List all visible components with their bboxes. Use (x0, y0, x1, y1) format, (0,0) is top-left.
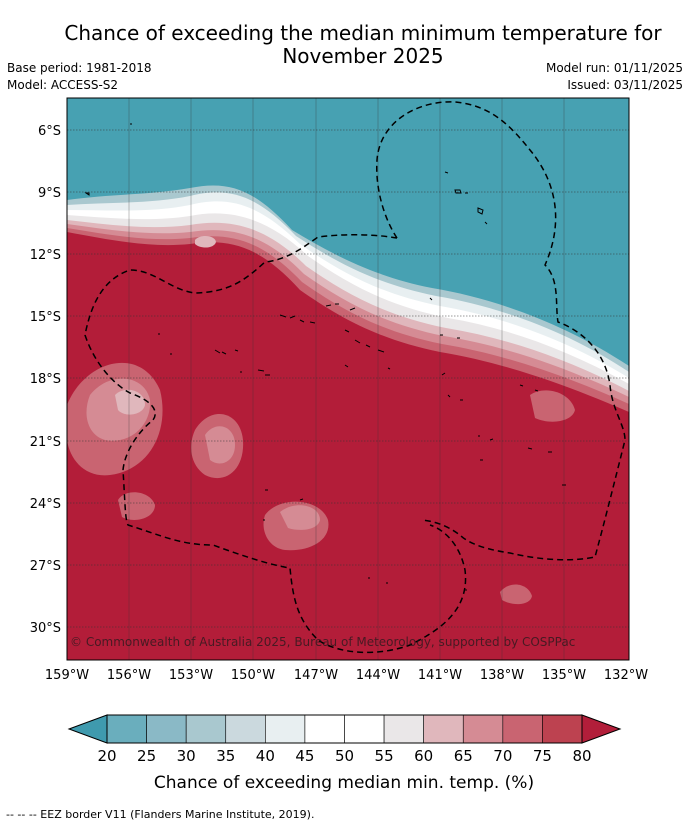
lat-label-30s: 30°S (30, 621, 61, 636)
lon-axis: 159°W 156°W 153°W 150°W 147°W 144°W 141°… (45, 668, 648, 683)
colorbar-tick-55: 55 (375, 747, 394, 765)
eez-footnote: -- -- -- EEZ border V11 (Flanders Marine… (6, 808, 315, 821)
colorbar-tick-40: 40 (256, 747, 275, 765)
colorbar-tick-65: 65 (454, 747, 473, 765)
pale-anomaly-south (263, 501, 329, 551)
colorbar-tick-60: 60 (414, 747, 433, 765)
colorbar-tick-20: 20 (97, 747, 116, 765)
title-line-1: Chance of exceeding the median minimum t… (64, 21, 662, 45)
lat-label-21s: 21°S (30, 435, 61, 450)
colorbar-swatch-75-80 (542, 714, 583, 744)
colorbar: 20 25 30 35 40 45 50 55 60 65 70 75 80 Chance of exc… (67, 714, 622, 793)
lat-label-18s: 18°S (30, 372, 61, 387)
colorbar-swatch-20-25 (106, 714, 147, 744)
model-run: Model run: 01/11/2025 (545, 61, 683, 75)
lon-label-138w: 138°W (480, 668, 524, 683)
colorbar-tick-45: 45 (295, 747, 314, 765)
eez-border-central (84, 234, 467, 654)
map-title: Chance of exceeding the median minimum t… (0, 22, 690, 68)
lon-label-159w: 159°W (45, 668, 89, 683)
colorbar-swatch-70-75 (502, 714, 543, 744)
lon-label-153w: 153°W (169, 668, 213, 683)
lat-label-9s: 9°S (38, 186, 61, 201)
colorbar-tick-75: 75 (533, 747, 552, 765)
title-line-2: November 2025 (282, 44, 444, 68)
pale-anomaly-southwest (118, 492, 155, 520)
colorbar-tick-70: 70 (493, 747, 512, 765)
colorbar-swatches (106, 714, 583, 744)
colorbar-over-arrow (581, 714, 622, 744)
eez-borders (84, 101, 626, 654)
pale-anomaly-west (67, 362, 163, 476)
colorbar-swatch-40-45 (265, 714, 306, 744)
copyright-text: © Commonwealth of Australia 2025, Bureau… (70, 635, 575, 649)
colorbar-swatch-30-35 (185, 714, 227, 744)
lat-label-6s: 6°S (38, 124, 61, 139)
colorbar-under-arrow (67, 714, 108, 744)
colorbar-swatch-55-60 (383, 714, 424, 744)
eez-border-north (376, 101, 626, 561)
map-area: © Commonwealth of Australia 2025, Bureau… (67, 98, 629, 660)
colorbar-title: Chance of exceeding median min. temp. (%… (154, 773, 534, 793)
colorbar-swatch-45-50 (304, 714, 345, 744)
colorbar-swatch-65-70 (462, 714, 504, 744)
island-coastlines (84, 123, 566, 591)
colorbar-tick-labels: 20 25 30 35 40 45 50 55 60 65 70 75 80 (97, 747, 591, 765)
lon-label-132w: 132°W (604, 668, 648, 683)
lat-label-12s: 12°S (30, 248, 61, 263)
colorbar-swatch-25-30 (146, 714, 187, 744)
pale-spot-north (195, 236, 216, 248)
colorbar-tick-25: 25 (137, 747, 156, 765)
lat-label-15s: 15°S (30, 310, 61, 325)
colorbar-tick-30: 30 (177, 747, 196, 765)
colorbar-tick-50: 50 (335, 747, 354, 765)
lon-label-147w: 147°W (294, 668, 338, 683)
model-name: Model: ACCESS-S2 (7, 78, 119, 92)
lon-gridlines (128, 98, 565, 660)
colorbar-tick-80: 80 (572, 747, 591, 765)
issued-date: Issued: 03/11/2025 (567, 78, 683, 92)
lon-label-135w: 135°W (542, 668, 586, 683)
colorbar-frame (106, 714, 583, 744)
lat-label-27s: 27°S (30, 559, 61, 574)
map-figure: © Commonwealth of Australia 2025, Bureau… (30, 97, 648, 793)
lat-label-24s: 24°S (30, 497, 61, 512)
base-period: Base period: 1981-2018 (7, 61, 152, 75)
map-frame (66, 97, 630, 661)
pale-anomaly-southeast (500, 584, 532, 605)
colorbar-swatch-60-65 (423, 714, 464, 744)
colorbar-swatch-35-40 (225, 714, 266, 744)
colorbar-swatch-50-55 (344, 714, 385, 744)
lon-label-156w: 156°W (107, 668, 151, 683)
pale-anomaly-central (191, 413, 244, 479)
lat-gridlines (67, 129, 629, 628)
colorbar-tick-35: 35 (216, 747, 235, 765)
cool-region (67, 98, 629, 366)
lon-label-150w: 150°W (231, 668, 275, 683)
lon-label-141w: 141°W (418, 668, 462, 683)
lat-axis: 6°S 9°S 12°S 15°S 18°S 21°S 24°S 27°S 30… (30, 124, 61, 636)
lon-label-144w: 144°W (356, 668, 400, 683)
